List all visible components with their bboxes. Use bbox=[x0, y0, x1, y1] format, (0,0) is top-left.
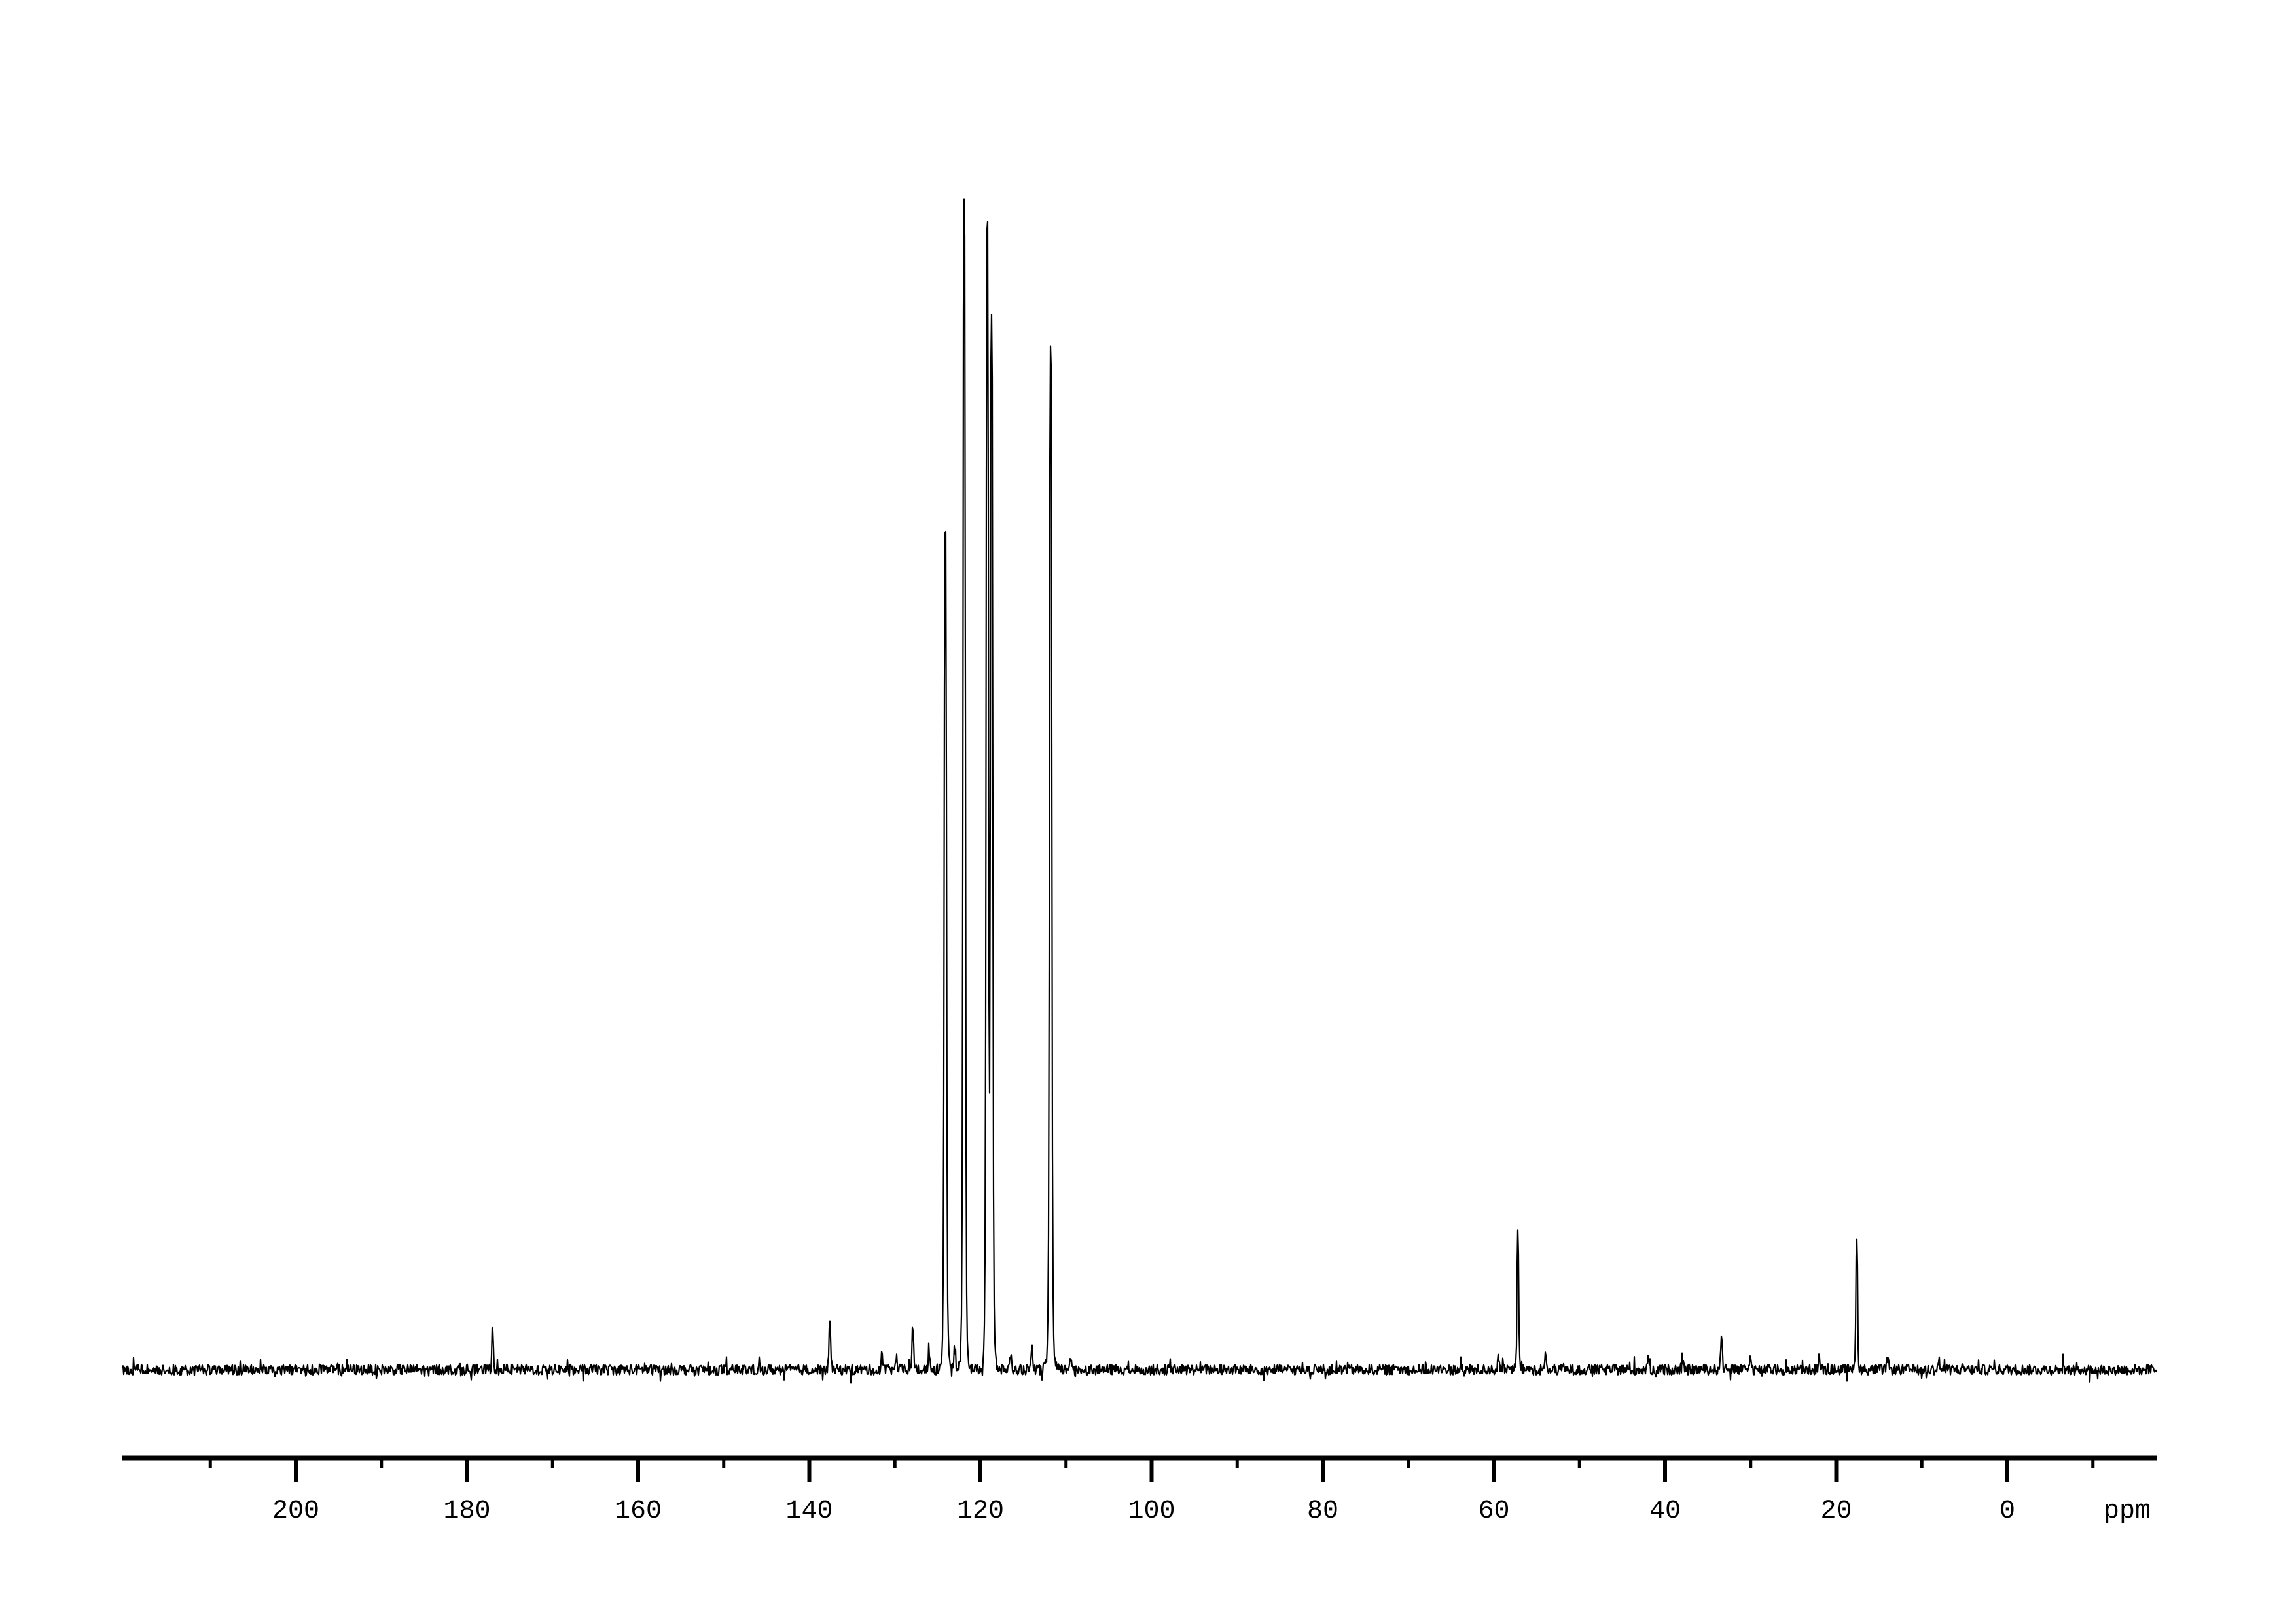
axis-tick-label: 0 bbox=[1999, 1497, 2016, 1526]
spectrum-trace-path bbox=[121, 198, 2158, 1384]
axis-tick-label: 160 bbox=[614, 1497, 662, 1526]
spectrum-trace bbox=[121, 198, 2158, 1384]
axis-tick-label: 100 bbox=[1128, 1497, 1175, 1526]
axis-tick-label: 80 bbox=[1306, 1497, 1339, 1526]
axis-tick-label: 40 bbox=[1649, 1497, 1681, 1526]
axis-tick-label: 20 bbox=[1820, 1497, 1852, 1526]
axis-tick-label: 60 bbox=[1478, 1497, 1510, 1526]
axis-tick-label: 200 bbox=[272, 1497, 320, 1526]
axis-unit-label: ppm bbox=[2103, 1497, 2151, 1526]
axis-tick-label: 180 bbox=[443, 1497, 491, 1526]
axis-tick-label: 120 bbox=[956, 1497, 1005, 1526]
axis-tick-label: 140 bbox=[785, 1497, 833, 1526]
ppm-axis bbox=[122, 1455, 2157, 1482]
